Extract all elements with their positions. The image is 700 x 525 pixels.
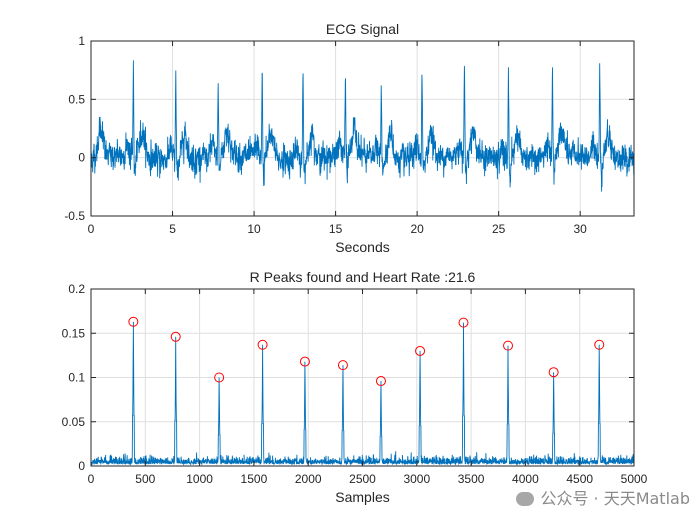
r-peak-marker (458, 317, 469, 328)
y-tick-label: 0.5 (68, 92, 85, 106)
ecg-plot-area (91, 41, 634, 216)
x-tick-label: 3000 (403, 472, 430, 486)
y-tick-label: 0.1 (68, 371, 85, 385)
x-tick-label: 15 (329, 222, 343, 236)
rpeaks-markers (128, 316, 605, 387)
x-tick-label: 3500 (458, 472, 485, 486)
ecg-series-line (90, 60, 635, 192)
y-tick-label: 0 (78, 151, 85, 165)
x-tick-label: 2000 (295, 472, 322, 486)
x-tick-label: 4000 (512, 472, 539, 486)
x-tick-label: 30 (574, 222, 588, 236)
y-tick-label: 0 (78, 459, 85, 473)
y-tick-label: 0.2 (68, 282, 85, 296)
ecg-axes-box (90, 40, 635, 217)
x-tick-label: 20 (410, 222, 424, 236)
r-peak-marker (257, 339, 268, 350)
r-peak-marker (415, 345, 426, 356)
x-tick-label: 1000 (186, 472, 213, 486)
x-tick-label: 5 (169, 222, 176, 236)
x-tick-label: 4500 (566, 472, 593, 486)
watermark-text: 公众号 · 天天Matlab (540, 489, 690, 508)
r-peak-marker (128, 316, 139, 327)
rpeaks-chart-title: R Peaks found and Heart Rate :21.6 (250, 269, 476, 285)
x-tick-label: 25 (492, 222, 506, 236)
x-tick-label: 5000 (621, 472, 648, 486)
y-tick-label: 1 (78, 34, 85, 48)
r-peak-marker (503, 340, 514, 351)
x-tick-label: 0 (88, 472, 95, 486)
r-peak-marker (548, 367, 559, 378)
x-tick-label: 10 (247, 222, 261, 236)
ecg-chart: 0 5 10 15 20 25 30-0.500.51 ECG Signal Seconds (64, 21, 635, 255)
y-tick-label: -0.5 (64, 209, 85, 223)
x-tick-label: 0 (88, 222, 95, 236)
r-peak-marker (375, 376, 386, 387)
rpeaks-chart: 0 500 1000 1500 2000 2500 3000 3500 4000 4500 5000… (62, 269, 648, 505)
y-tick-label: 0.15 (62, 326, 86, 340)
ecg-x-axis-label: Seconds (335, 239, 389, 255)
ecg-ticks: 0 5 10 15 20 25 30-0.500.51 (64, 34, 634, 236)
x-tick-label: 1500 (241, 472, 268, 486)
watermark: 公众号 · 天天Matlab (516, 485, 690, 509)
r-peak-marker (594, 339, 605, 350)
x-tick-label: 2500 (349, 472, 376, 486)
r-peak-marker (214, 372, 225, 383)
r-peak-marker (337, 360, 348, 371)
y-tick-label: 0.05 (62, 415, 86, 429)
ecg-chart-title: ECG Signal (326, 21, 399, 37)
wechat-icon (516, 492, 535, 506)
ecg-signal-group (90, 60, 635, 192)
rpeaks-x-axis-label: Samples (335, 489, 389, 505)
x-tick-label: 500 (135, 472, 155, 486)
r-peak-marker (170, 331, 181, 342)
rpeaks-ticks: 0 500 1000 1500 2000 2500 3000 3500 4000 4500 5000… (62, 282, 648, 486)
r-peak-marker (299, 356, 310, 367)
